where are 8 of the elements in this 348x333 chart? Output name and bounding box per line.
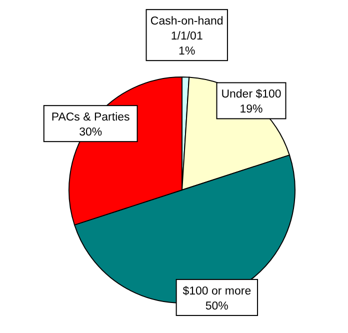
data-label: 1% — [178, 46, 196, 58]
data-label: 30% — [79, 126, 102, 139]
data-label: 50% — [205, 300, 228, 312]
slice-label: PACs & Parties — [51, 112, 130, 124]
data-label: 19% — [240, 104, 263, 116]
slice-label: Under $100 — [221, 88, 282, 101]
slice-label: Cash-on-hand 1/1/01 — [150, 16, 224, 43]
slice-label: $100 or more — [182, 285, 252, 298]
